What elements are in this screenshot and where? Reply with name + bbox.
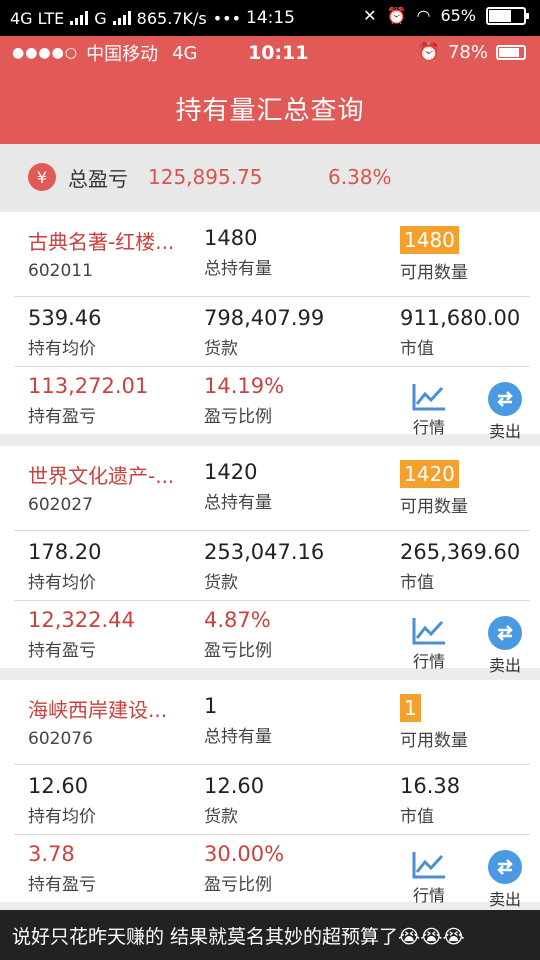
total-profit-percent: 6.38% [328,165,392,189]
ratio-value: 14.19% [204,374,285,398]
inner-time: 10:11 [248,42,309,64]
available-label: 可用数量 [400,731,468,751]
available-badge: 1480 [400,226,459,254]
profit-value: 12,322.44 [28,608,135,632]
avg-price-value: 178.20 [28,540,102,564]
more-dots: ••• [212,8,242,28]
available-label: 可用数量 [400,263,468,283]
holding-card: 世界文化遗产-... 602027 1420 总持有量 1420 可用数量 17… [0,446,540,675]
cost-label: 货款 [204,573,238,593]
avg-price-label: 持有均价 [28,807,96,827]
market-value: 911,680.00 [400,306,521,330]
network-label: 4G LTE [10,8,65,28]
sell-label: 卖出 [488,890,521,909]
system-time: 14:15 [246,8,295,28]
total-hold-value: 1480 [204,226,258,250]
holding-code: 602027 [28,495,93,515]
holding-card: 古典名著-红楼... 602011 1480 总持有量 1480 可用数量 53… [0,212,540,441]
cost-label: 货款 [204,339,238,359]
profit-value: 113,272.01 [28,374,149,398]
page-title: 持有量汇总查询 [175,96,365,126]
total-hold-value: 1 [204,694,218,718]
total-profit-value: 125,895.75 [148,165,263,189]
quote-label: 行情 [412,418,445,437]
signal-icon [70,11,89,25]
total-hold-label: 总持有量 [204,493,272,513]
profit-label: 持有盈亏 [28,875,96,895]
inner-battery-icon [496,45,526,60]
market-value-label: 市值 [400,573,434,593]
holding-name[interactable]: 古典名著-红楼... [28,230,175,254]
app-header: ●●●●○ 中国移动 4G 10:11 ⏰ 78% 持有量汇总查询 [0,36,540,144]
sell-button[interactable]: 卖出 [480,850,530,910]
quote-button[interactable]: 行情 [404,382,454,438]
holding-name[interactable]: 海峡西岸建设... [28,698,168,722]
available-badge: 1420 [400,460,459,488]
quote-button[interactable]: 行情 [404,850,454,906]
alarm-icon: ⏰ [386,6,407,25]
network2-label: G [94,8,107,28]
sell-icon [488,382,522,416]
profit-label: 持有盈亏 [28,407,96,427]
signal2-icon [112,11,131,25]
sell-button[interactable]: 卖出 [480,382,530,442]
sell-icon [488,850,522,884]
chart-icon [412,618,445,645]
avg-price-value: 12.60 [28,774,89,798]
holding-name[interactable]: 世界文化遗产-... [28,464,175,488]
sell-label: 卖出 [488,656,521,675]
avg-price-label: 持有均价 [28,339,96,359]
ratio-value: 4.87% [204,608,271,632]
market-value: 265,369.60 [400,540,521,564]
quote-label: 行情 [412,886,445,905]
profit-value: 3.78 [28,842,75,866]
chart-icon [412,384,445,411]
profit-label: 持有盈亏 [28,641,96,661]
ratio-label: 盈亏比例 [204,641,272,661]
ratio-label: 盈亏比例 [204,875,272,895]
net-speed: 865.7K/s [136,8,207,28]
signal-dots-icon: ●●●●○ [12,45,79,61]
cost-value: 798,407.99 [204,306,325,330]
carrier-name: 中国移动 [86,44,159,65]
sell-icon [488,616,522,650]
yen-icon: ¥ [28,163,56,191]
cost-value: 12.60 [204,774,265,798]
inner-battery-percent: 78% [447,42,488,63]
ratio-label: 盈亏比例 [204,407,272,427]
sell-label: 卖出 [488,422,521,441]
avg-price-value: 539.46 [28,306,102,330]
chart-icon [412,852,445,879]
total-hold-value: 1420 [204,460,258,484]
inner-status-bar: ●●●●○ 中国移动 4G 10:11 ⏰ 78% [0,36,540,70]
cost-label: 货款 [204,807,238,827]
holding-card: 海峡西岸建设... 602076 1 总持有量 1 可用数量 12.60 持有均… [0,680,540,909]
caption-text: 说好只花昨天赚的 结果就莫名其妙的超预算了😭😭😭 [0,910,540,960]
total-profit-label: 总盈亏 [68,166,128,191]
total-profit-bar: ¥ 总盈亏 125,895.75 6.38% [0,144,540,210]
quote-label: 行情 [412,652,445,671]
ratio-value: 30.00% [204,842,285,866]
holding-code: 602076 [28,729,93,749]
available-badge: 1 [400,694,421,722]
holding-code: 602011 [28,261,93,281]
battery-percent: 65% [440,6,476,25]
cost-value: 253,047.16 [204,540,325,564]
wifi-icon: ◠ [416,6,431,25]
avg-price-label: 持有均价 [28,573,96,593]
quote-button[interactable]: 行情 [404,616,454,672]
market-value-label: 市值 [400,339,434,359]
total-hold-label: 总持有量 [204,259,272,279]
mute-icon: ✕ [363,6,377,25]
sell-button[interactable]: 卖出 [480,616,530,676]
total-hold-label: 总持有量 [204,727,272,747]
battery-icon [486,6,529,25]
alarm-clock-icon: ⏰ [417,42,440,63]
system-status-bar: 4G LTE G 865.7K/s ••• 14:15 ✕ ⏰ ◠ 65% [0,0,540,36]
market-value-label: 市值 [400,807,434,827]
inner-network: 4G [172,42,198,64]
market-value: 16.38 [400,774,461,798]
available-label: 可用数量 [400,497,468,517]
